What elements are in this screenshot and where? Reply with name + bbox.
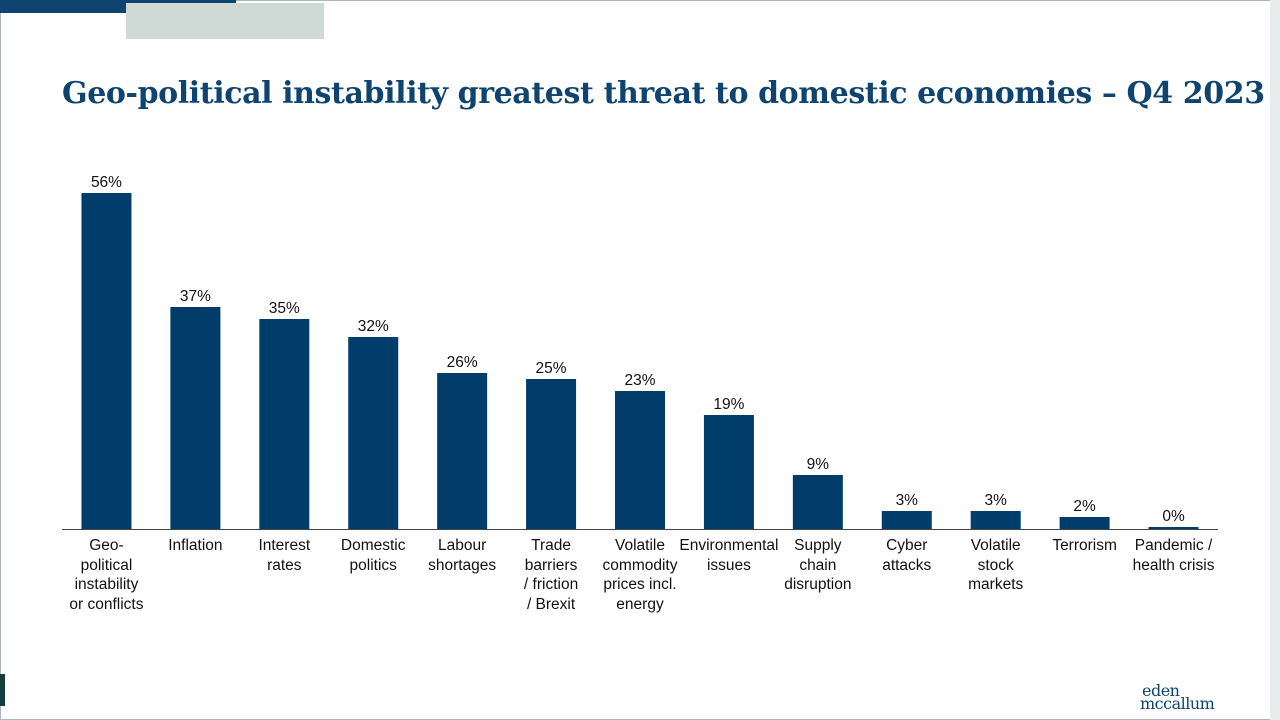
x-tick-label-6: Volatile commodity prices incl. energy xyxy=(602,537,678,613)
bar-10 xyxy=(970,511,1021,529)
x-tick-label-4: Labour shortages xyxy=(428,537,497,574)
bar-3 xyxy=(348,337,399,529)
bar-5 xyxy=(526,379,577,529)
bar-0 xyxy=(81,193,132,529)
data-label-9: 3% xyxy=(896,492,919,509)
data-label-3: 32% xyxy=(358,318,389,335)
data-label-8: 9% xyxy=(807,456,830,473)
bar-8 xyxy=(792,475,843,529)
logo-line-2: mccallum xyxy=(1140,694,1215,713)
bar-7 xyxy=(703,415,754,529)
x-tick-label-3: Domestic politics xyxy=(340,537,406,574)
data-label-5: 25% xyxy=(536,360,567,377)
bar-11 xyxy=(1059,517,1110,529)
data-label-1: 37% xyxy=(180,288,211,305)
x-tick-label-5: Trade barriers / friction / Brexit xyxy=(523,537,579,613)
x-tick-label-11: Terrorism xyxy=(1052,537,1117,554)
bar-2 xyxy=(259,319,310,529)
bar-9 xyxy=(881,511,932,529)
x-tick-label-10: Volatile stock markets xyxy=(968,537,1024,593)
left-accent-mark xyxy=(0,674,5,706)
eden-mccallum-logo: eden mccallum xyxy=(1140,681,1230,713)
data-label-4: 26% xyxy=(447,354,478,371)
page-title: Geo-political instability greatest threa… xyxy=(62,76,1265,111)
data-label-6: 23% xyxy=(624,372,655,389)
x-tick-label-12: Pandemic / health crisis xyxy=(1132,537,1215,574)
x-tick-label-8: Supply chain disruption xyxy=(784,537,852,593)
data-label-10: 3% xyxy=(984,492,1007,509)
x-tick-label-7: Environmental issues xyxy=(679,537,779,574)
bar-6 xyxy=(615,391,665,529)
bar-4 xyxy=(437,373,488,529)
data-label-0: 56% xyxy=(91,174,122,191)
x-tick-label-9: Cyber attacks xyxy=(882,537,932,574)
data-label-7: 19% xyxy=(713,396,744,413)
x-tick-label-0: Geo- political instability or conflicts xyxy=(69,537,144,613)
logo-line-1: eden xyxy=(1142,681,1180,700)
x-tick-label-1: Inflation xyxy=(168,537,223,554)
right-edge-strip xyxy=(1270,0,1280,720)
data-label-2: 35% xyxy=(269,300,300,317)
data-label-12: 0% xyxy=(1162,508,1185,525)
data-label-11: 2% xyxy=(1073,498,1096,515)
bar-12 xyxy=(1148,527,1199,529)
top-accent-block xyxy=(126,3,324,39)
bar-1 xyxy=(170,307,221,529)
x-tick-label-2: Interest rates xyxy=(258,537,311,574)
